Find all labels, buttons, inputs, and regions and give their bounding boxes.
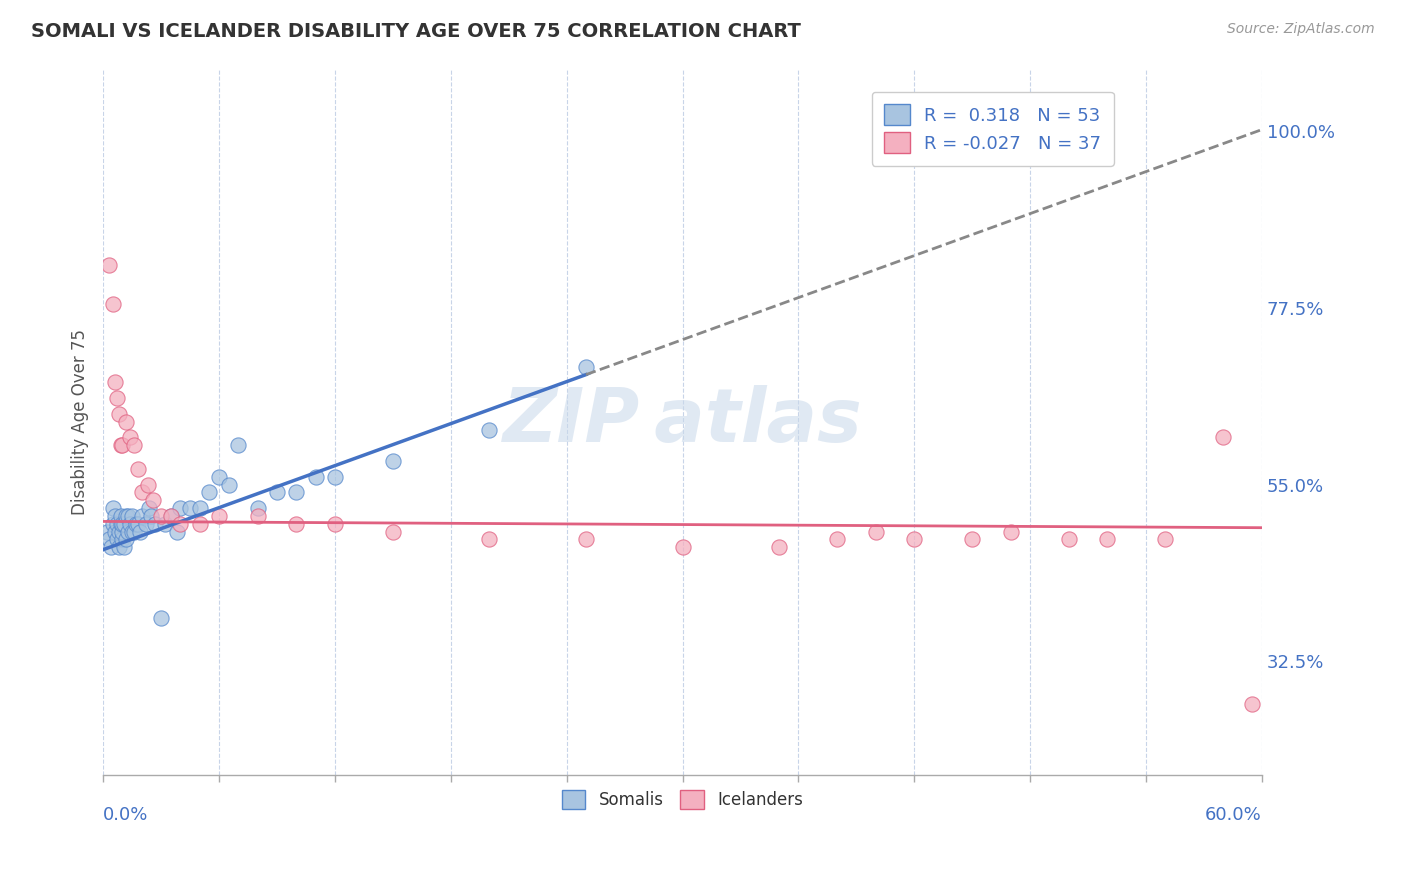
Point	[97, 258, 120, 272]
Point	[115, 508, 138, 523]
Point	[323, 469, 346, 483]
Point	[117, 508, 139, 523]
Point	[478, 423, 501, 437]
Point	[111, 533, 134, 547]
Point	[110, 508, 132, 523]
Point	[575, 533, 598, 547]
Point	[127, 462, 149, 476]
Point	[105, 516, 128, 531]
Point	[1241, 698, 1264, 712]
Point	[285, 516, 308, 531]
Point	[107, 524, 129, 539]
Point	[110, 516, 132, 531]
Text: ZIP atlas: ZIP atlas	[502, 385, 862, 458]
Point	[1097, 533, 1119, 547]
Point	[138, 501, 160, 516]
Point	[120, 430, 142, 444]
Text: SOMALI VS ICELANDER DISABILITY AGE OVER 75 CORRELATION CHART: SOMALI VS ICELANDER DISABILITY AGE OVER …	[31, 22, 801, 41]
Point	[153, 516, 176, 531]
Point	[1154, 533, 1177, 547]
Point	[1000, 524, 1022, 539]
Point	[101, 501, 124, 516]
Point	[381, 454, 404, 468]
Text: Source: ZipAtlas.com: Source: ZipAtlas.com	[1227, 22, 1375, 37]
Point	[107, 407, 129, 421]
Point	[285, 485, 308, 500]
Point	[150, 611, 173, 625]
Point	[142, 493, 165, 508]
Point	[865, 524, 887, 539]
Point	[96, 524, 118, 539]
Point	[117, 524, 139, 539]
Point	[143, 516, 166, 531]
Point	[104, 508, 127, 523]
Point	[122, 438, 145, 452]
Point	[112, 541, 135, 555]
Point	[110, 438, 132, 452]
Point	[381, 524, 404, 539]
Point	[120, 516, 142, 531]
Point	[131, 485, 153, 500]
Legend: Somalis, Icelanders: Somalis, Icelanders	[555, 783, 810, 816]
Point	[768, 541, 790, 555]
Point	[141, 508, 163, 523]
Point	[112, 516, 135, 531]
Point	[218, 477, 240, 491]
Point	[135, 516, 157, 531]
Point	[97, 533, 120, 547]
Point	[115, 533, 138, 547]
Point	[105, 533, 128, 547]
Point	[125, 516, 148, 531]
Point	[115, 415, 138, 429]
Point	[246, 508, 269, 523]
Point	[266, 485, 288, 500]
Point	[159, 508, 181, 523]
Y-axis label: Disability Age Over 75: Disability Age Over 75	[72, 329, 89, 515]
Point	[121, 508, 143, 523]
Point	[198, 485, 221, 500]
Point	[575, 359, 598, 374]
Point	[169, 516, 191, 531]
Point	[159, 508, 181, 523]
Point	[100, 541, 122, 555]
Point	[478, 533, 501, 547]
Point	[111, 524, 134, 539]
Point	[111, 438, 134, 452]
Point	[179, 501, 201, 516]
Point	[228, 438, 250, 452]
Point	[246, 501, 269, 516]
Point	[188, 516, 211, 531]
Point	[136, 477, 159, 491]
Point	[825, 533, 848, 547]
Point	[323, 516, 346, 531]
Point	[671, 541, 693, 555]
Point	[208, 508, 231, 523]
Point	[121, 524, 143, 539]
Point	[1057, 533, 1080, 547]
Point	[960, 533, 983, 547]
Point	[101, 516, 124, 531]
Point	[188, 501, 211, 516]
Point	[101, 297, 124, 311]
Point	[128, 524, 150, 539]
Point	[1212, 430, 1234, 444]
Text: 60.0%: 60.0%	[1205, 806, 1263, 824]
Text: 0.0%: 0.0%	[103, 806, 149, 824]
Point	[169, 501, 191, 516]
Point	[127, 516, 149, 531]
Point	[105, 391, 128, 405]
Point	[107, 541, 129, 555]
Point	[304, 469, 326, 483]
Point	[166, 524, 188, 539]
Point	[903, 533, 925, 547]
Point	[122, 524, 145, 539]
Point	[150, 508, 173, 523]
Point	[104, 524, 127, 539]
Point	[104, 376, 127, 390]
Point	[208, 469, 231, 483]
Point	[131, 508, 153, 523]
Point	[111, 516, 134, 531]
